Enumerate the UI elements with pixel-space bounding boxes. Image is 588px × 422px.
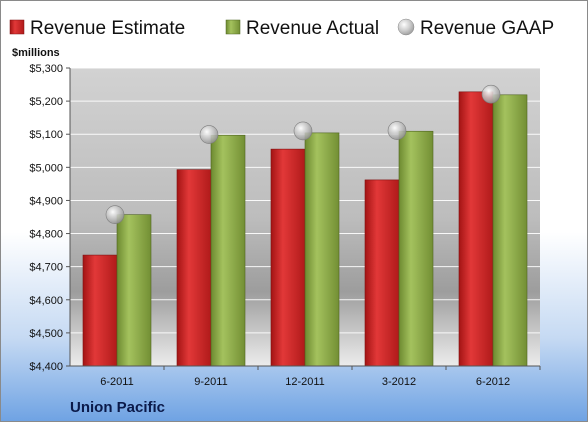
legend: Revenue Estimate Revenue Actual Revenue … <box>9 18 554 39</box>
y-tick-label: $5,000 <box>29 162 63 174</box>
x-tick-label: 9-2011 <box>194 376 227 388</box>
x-tick-label: 12-2011 <box>285 376 325 388</box>
y-tick-label: $5,300 <box>29 63 63 75</box>
gaap-marker <box>293 121 313 141</box>
x-tick-label: 6-2012 <box>476 376 510 388</box>
y-axis: $4,400 $4,500 $4,600 $4,700 $4,800 $4,900 $5,0… <box>29 63 71 373</box>
y-tick-label: $4,800 <box>29 229 63 241</box>
bars <box>82 91 528 367</box>
y-tick-label: $5,100 <box>29 129 63 141</box>
y-tick-label: $4,600 <box>29 295 63 307</box>
x-tick-label: 3-2012 <box>382 376 416 388</box>
y-tick-label: $4,700 <box>29 262 63 274</box>
bar-revenue-estimate <box>82 254 118 367</box>
x-axis: 6-2011 9-2011 12-2011 3-2012 6-2012 <box>70 365 541 388</box>
bar-revenue-estimate <box>176 169 212 367</box>
gaap-marker <box>481 84 501 104</box>
gaap-markers <box>105 84 501 224</box>
gaap-marker <box>105 205 125 224</box>
x-tick-label: 6-2011 <box>100 376 133 388</box>
legend-swatch-actual <box>225 19 241 35</box>
bar-revenue-actual <box>210 134 246 367</box>
y-tick-label: $5,200 <box>29 96 63 108</box>
company-name: Union Pacific <box>70 399 165 416</box>
legend-label-gaap: Revenue GAAP <box>420 18 554 39</box>
bar-revenue-actual <box>304 132 340 367</box>
legend-item-gaap: Revenue GAAP <box>397 18 554 39</box>
bar-revenue-estimate <box>364 179 400 367</box>
bar-revenue-actual <box>492 94 528 367</box>
bar-revenue-actual <box>398 130 434 367</box>
bar-revenue-actual <box>116 214 152 367</box>
legend-item-actual: Revenue Actual <box>225 18 379 39</box>
y-tick-label: $4,400 <box>29 361 63 373</box>
legend-label-estimate: Revenue Estimate <box>30 18 185 39</box>
legend-swatch-estimate <box>9 19 25 35</box>
bar-revenue-estimate <box>270 148 306 367</box>
legend-item-estimate: Revenue Estimate <box>9 18 185 39</box>
legend-marker-gaap <box>397 18 415 36</box>
legend-label-actual: Revenue Actual <box>246 18 379 39</box>
y-tick-label: $4,900 <box>29 195 63 207</box>
gaap-marker <box>199 125 219 144</box>
gaap-marker <box>387 121 407 140</box>
bar-revenue-estimate <box>458 91 494 367</box>
y-unit-label: $millions <box>12 47 60 59</box>
y-tick-label: $4,500 <box>29 328 63 340</box>
